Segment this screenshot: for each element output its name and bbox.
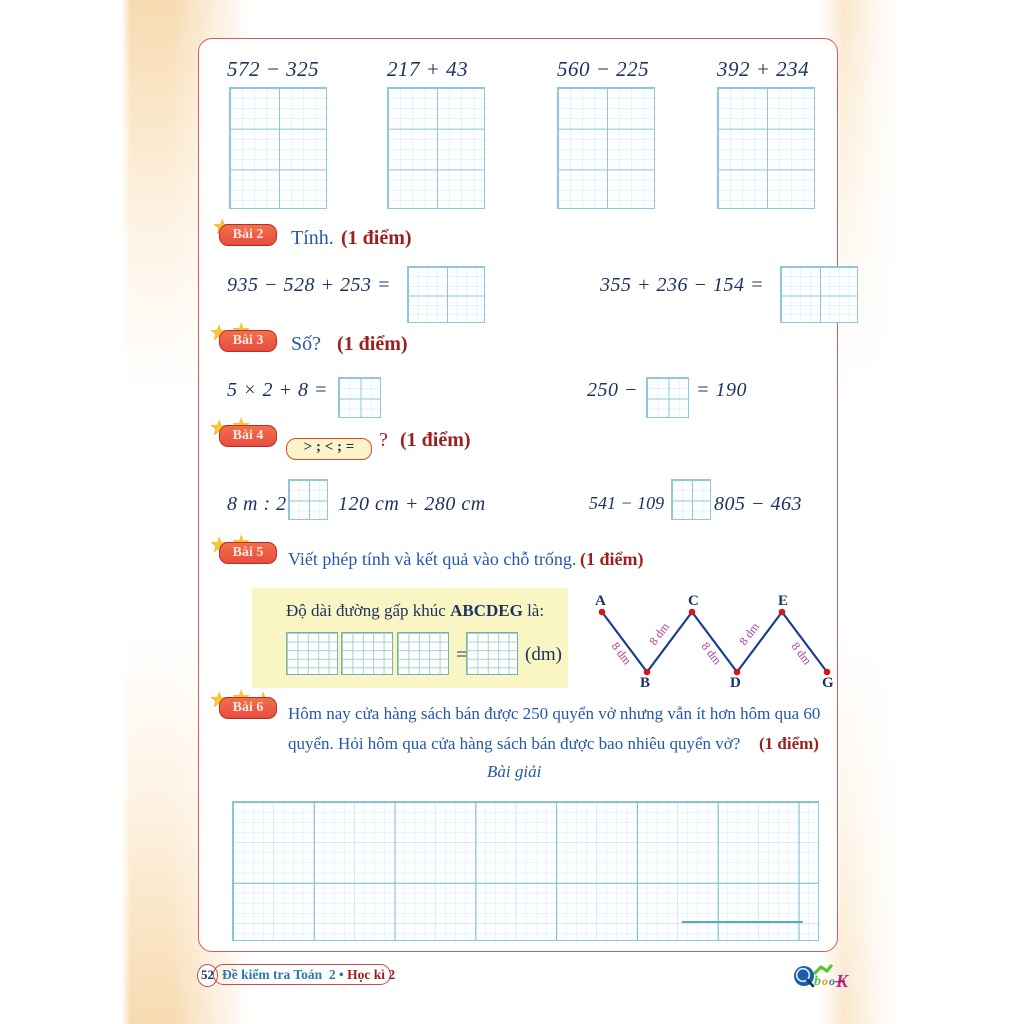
svg-text:G: G	[822, 675, 834, 691]
svg-text:A: A	[595, 593, 606, 609]
svg-text:D: D	[730, 675, 741, 691]
svg-text:E: E	[778, 593, 788, 609]
svg-text:o: o	[829, 974, 835, 988]
svg-text:o: o	[822, 974, 828, 988]
svg-text:8 dm: 8 dm	[609, 639, 635, 667]
svg-text:b: b	[814, 974, 821, 989]
svg-text:8 dm: 8 dm	[789, 639, 815, 667]
svg-text:8 dm: 8 dm	[699, 639, 725, 667]
svg-text:K: K	[835, 971, 850, 989]
svg-text:C: C	[688, 593, 699, 609]
svg-text:B: B	[640, 675, 650, 691]
